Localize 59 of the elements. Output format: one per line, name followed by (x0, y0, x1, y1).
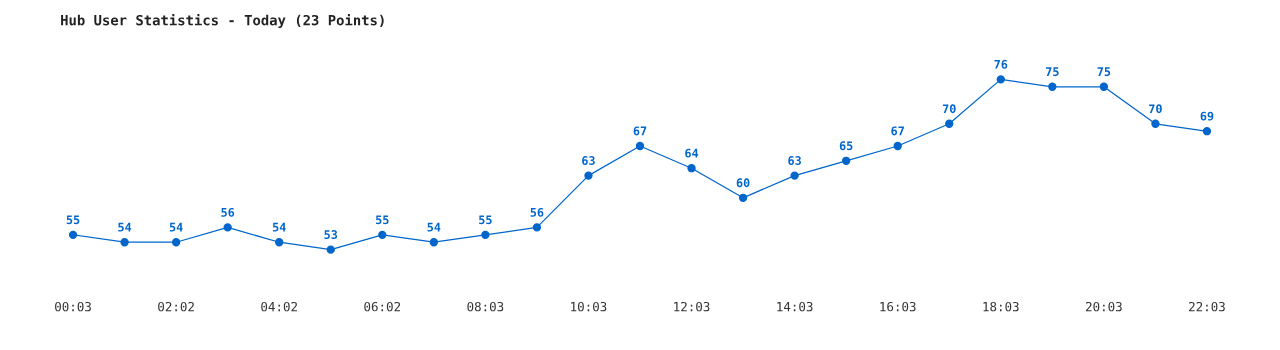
point (687, 164, 696, 173)
data-label: 65 (839, 141, 853, 151)
x-tick-label: 04:02 (261, 301, 297, 312)
point (275, 238, 284, 247)
data-label: 54 (169, 222, 183, 232)
x-tick-label: 06:02 (364, 301, 401, 312)
data-label: 70 (942, 104, 956, 114)
data-label: 55 (66, 215, 80, 225)
data-label: 56 (530, 207, 544, 217)
data-label: 54 (118, 222, 132, 232)
point (584, 171, 593, 180)
point (738, 193, 748, 202)
point (635, 141, 645, 151)
data-label: 75 (1097, 67, 1111, 77)
x-tick-label: 12:03 (674, 301, 710, 312)
data-label: 76 (994, 59, 1008, 69)
point (223, 223, 232, 232)
data-label: 63 (582, 156, 595, 165)
x-tick-label: 00:03 (55, 301, 91, 312)
x-tick-label: 14:03 (777, 301, 813, 312)
point (1048, 82, 1057, 91)
data-label: 67 (633, 126, 647, 136)
data-label: 54 (427, 222, 441, 232)
x-tick-label: 16:03 (880, 301, 916, 312)
data-label: 55 (376, 215, 389, 225)
data-label: 64 (685, 148, 699, 158)
x-tick-label: 18:03 (983, 301, 1019, 312)
point (171, 238, 181, 247)
data-label: 75 (1046, 67, 1059, 77)
data-label: 63 (788, 156, 801, 165)
point (1151, 119, 1160, 128)
data-label: 60 (736, 178, 750, 188)
data-label: 56 (221, 207, 235, 217)
data-label: 53 (324, 230, 338, 240)
data-label: 54 (272, 222, 286, 232)
x-tick-label: 08:03 (467, 301, 504, 312)
point (1099, 82, 1109, 91)
point (945, 119, 954, 128)
chart-title: Hub User Statistics - Today (23 Points) (61, 13, 384, 29)
data-label: 55 (479, 215, 492, 225)
x-tick-label: 10:03 (571, 301, 607, 312)
point (429, 238, 439, 247)
point (790, 171, 799, 180)
data-label: 69 (1200, 111, 1214, 121)
point (481, 230, 490, 239)
point (68, 230, 78, 239)
x-tick-label: 02:02 (158, 301, 194, 312)
point (841, 156, 851, 165)
point (893, 141, 902, 151)
point (120, 238, 129, 247)
point (1202, 127, 1212, 136)
point (378, 230, 387, 239)
data-label: 67 (891, 126, 904, 136)
point (326, 245, 335, 254)
x-tick-label: 22:03 (1189, 301, 1225, 312)
data-label: 70 (1149, 104, 1162, 114)
point (532, 223, 542, 232)
point (996, 75, 1005, 84)
x-tick-label: 20:03 (1085, 301, 1122, 312)
